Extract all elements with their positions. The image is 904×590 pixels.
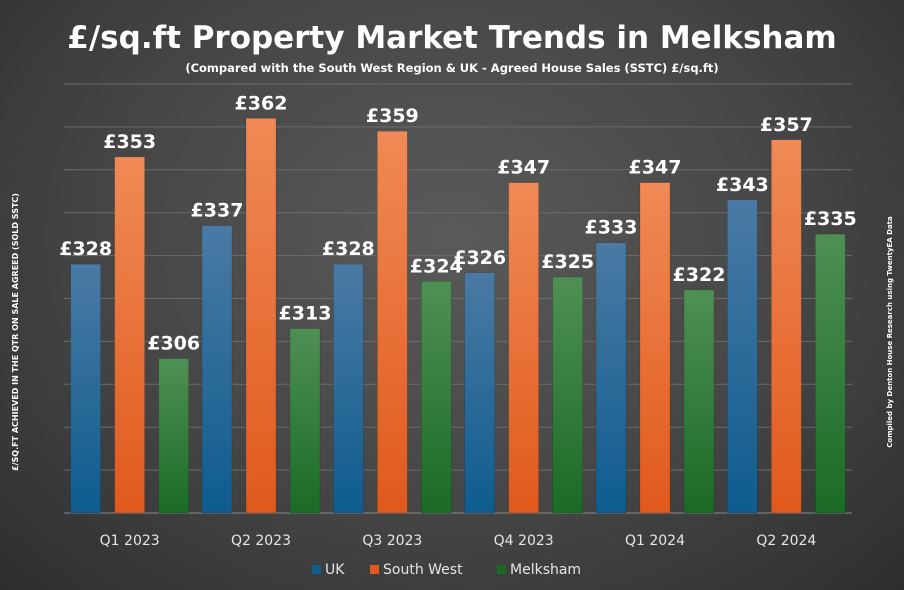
value-label: £326 <box>453 247 506 269</box>
value-label: £357 <box>760 114 813 136</box>
value-label: £324 <box>410 255 463 277</box>
value-label: £359 <box>366 105 419 127</box>
bar-melksham-q2-2023 <box>289 328 321 514</box>
legend-swatch <box>497 565 506 574</box>
x-tick-label: Q2 2023 <box>231 533 291 549</box>
value-label: £337 <box>191 200 244 222</box>
value-label: £347 <box>629 157 682 179</box>
x-tick-label: Q1 2023 <box>100 533 160 549</box>
value-label: £335 <box>804 208 857 230</box>
bar-south-west-q1-2024 <box>639 182 671 514</box>
value-labels: £328 £353 £306 £337 £362 £313 £328 £359 £324£326… <box>59 92 857 354</box>
bar-melksham-q1-2023 <box>158 358 189 514</box>
value-label: £333 <box>585 217 638 239</box>
value-label: £347 <box>497 157 550 179</box>
value-label: £322 <box>673 264 726 286</box>
bar-uk-q4-2023 <box>464 272 495 514</box>
legend-label: South West <box>383 562 463 578</box>
bar-melksham-q3-2023 <box>421 281 452 514</box>
chart-subtitle: (Compared with the South West Region & U… <box>185 61 718 75</box>
bars <box>70 118 846 514</box>
value-label: £343 <box>716 174 769 196</box>
value-label: £328 <box>59 238 112 260</box>
value-label: £328 <box>322 238 375 260</box>
value-label: £313 <box>279 303 332 325</box>
x-tick-label: Q2 2024 <box>756 533 816 549</box>
legend-swatch <box>370 565 379 574</box>
gridlines <box>64 83 852 514</box>
bar-uk-q3-2023 <box>333 263 364 514</box>
legend-label: UK <box>325 562 345 578</box>
bar-uk-q2-2023 <box>201 225 233 514</box>
bar-uk-q2-2024 <box>727 199 758 514</box>
bar-south-west-q3-2023 <box>377 130 408 514</box>
x-axis: Q1 2023 Q2 2023 Q3 2023 Q4 2023 Q1 2024 Q2 20… <box>100 533 817 549</box>
credit-text: Compiled by Denton House Research using … <box>886 216 894 448</box>
legend-label: Melksham <box>510 562 581 578</box>
x-tick-label: Q3 2023 <box>362 533 422 549</box>
x-tick-label: Q1 2024 <box>625 533 685 549</box>
value-label: £353 <box>103 131 156 153</box>
chart-title: £/sq.ft Property Market Trends in Melksh… <box>67 20 836 56</box>
bar-south-west-q2-2023 <box>245 118 277 514</box>
value-label: £362 <box>235 92 288 114</box>
bar-uk-q1-2023 <box>70 263 101 514</box>
bar-south-west-q1-2023 <box>114 156 145 514</box>
bar-melksham-q4-2023 <box>552 276 583 514</box>
bar-south-west-q2-2024 <box>771 139 802 514</box>
value-label: £325 <box>541 251 594 273</box>
bar-melksham-q1-2024 <box>683 289 715 514</box>
bar-uk-q1-2024 <box>595 242 627 514</box>
bar-south-west-q4-2023 <box>508 182 539 514</box>
legend-swatch <box>312 565 321 574</box>
bar-melksham-q2-2024 <box>815 233 846 514</box>
value-label: £306 <box>147 333 200 355</box>
x-tick-label: Q4 2023 <box>494 533 554 549</box>
legend: UK South West Melksham <box>312 562 581 578</box>
y-axis-label: £/SQ.FT ACHIEVED IN THE QTR ON SALE AGRE… <box>11 193 20 471</box>
